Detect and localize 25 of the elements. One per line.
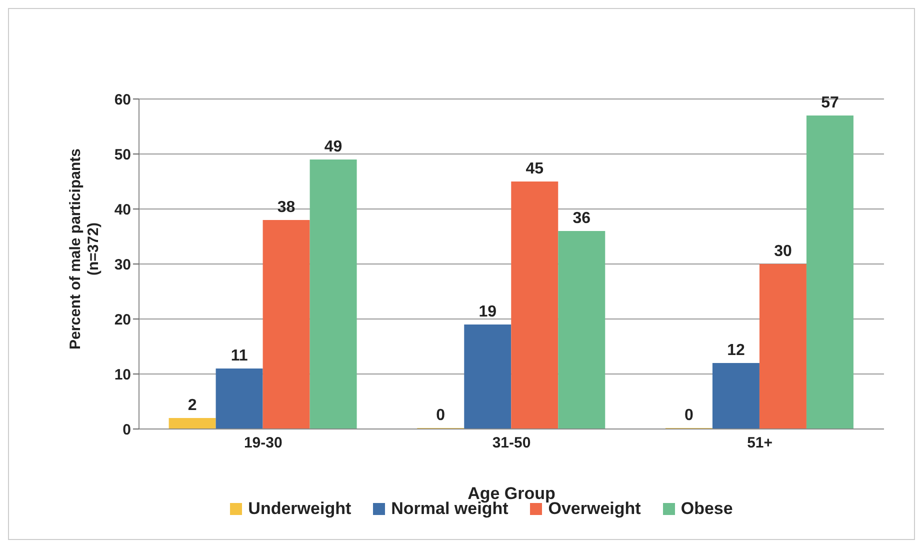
- data-label: 19: [478, 304, 497, 320]
- y-tick-label: 0: [122, 421, 131, 438]
- y-tick-label: 40: [114, 201, 131, 218]
- x-tick-label: 31-50: [492, 434, 531, 452]
- data-label: 38: [277, 199, 296, 216]
- data-label: 2: [188, 397, 197, 414]
- data-label: 57: [821, 94, 839, 112]
- y-axis-title: Percent of male participants (n=372): [67, 148, 102, 350]
- data-label: 12: [727, 342, 745, 359]
- y-tick-label: 50: [114, 146, 131, 164]
- x-tick-label: 51+: [747, 434, 773, 452]
- legend-label: Obese: [680, 499, 733, 519]
- y-tick-label: 10: [114, 366, 131, 384]
- y-tick-label: 20: [114, 311, 131, 328]
- y-tick-label: 60: [114, 91, 131, 108]
- data-label: 49: [324, 138, 342, 156]
- data-label: 36: [572, 210, 591, 227]
- data-label: 0: [684, 407, 694, 424]
- data-label: 11: [230, 348, 248, 364]
- data-label: 30: [774, 243, 792, 260]
- data-label: 0: [436, 407, 446, 424]
- x-tick-label: 19-30: [244, 434, 282, 452]
- y-tick-label: 30: [114, 256, 131, 274]
- data-label: 45: [526, 160, 544, 178]
- legend-label: Underweight: [247, 499, 352, 519]
